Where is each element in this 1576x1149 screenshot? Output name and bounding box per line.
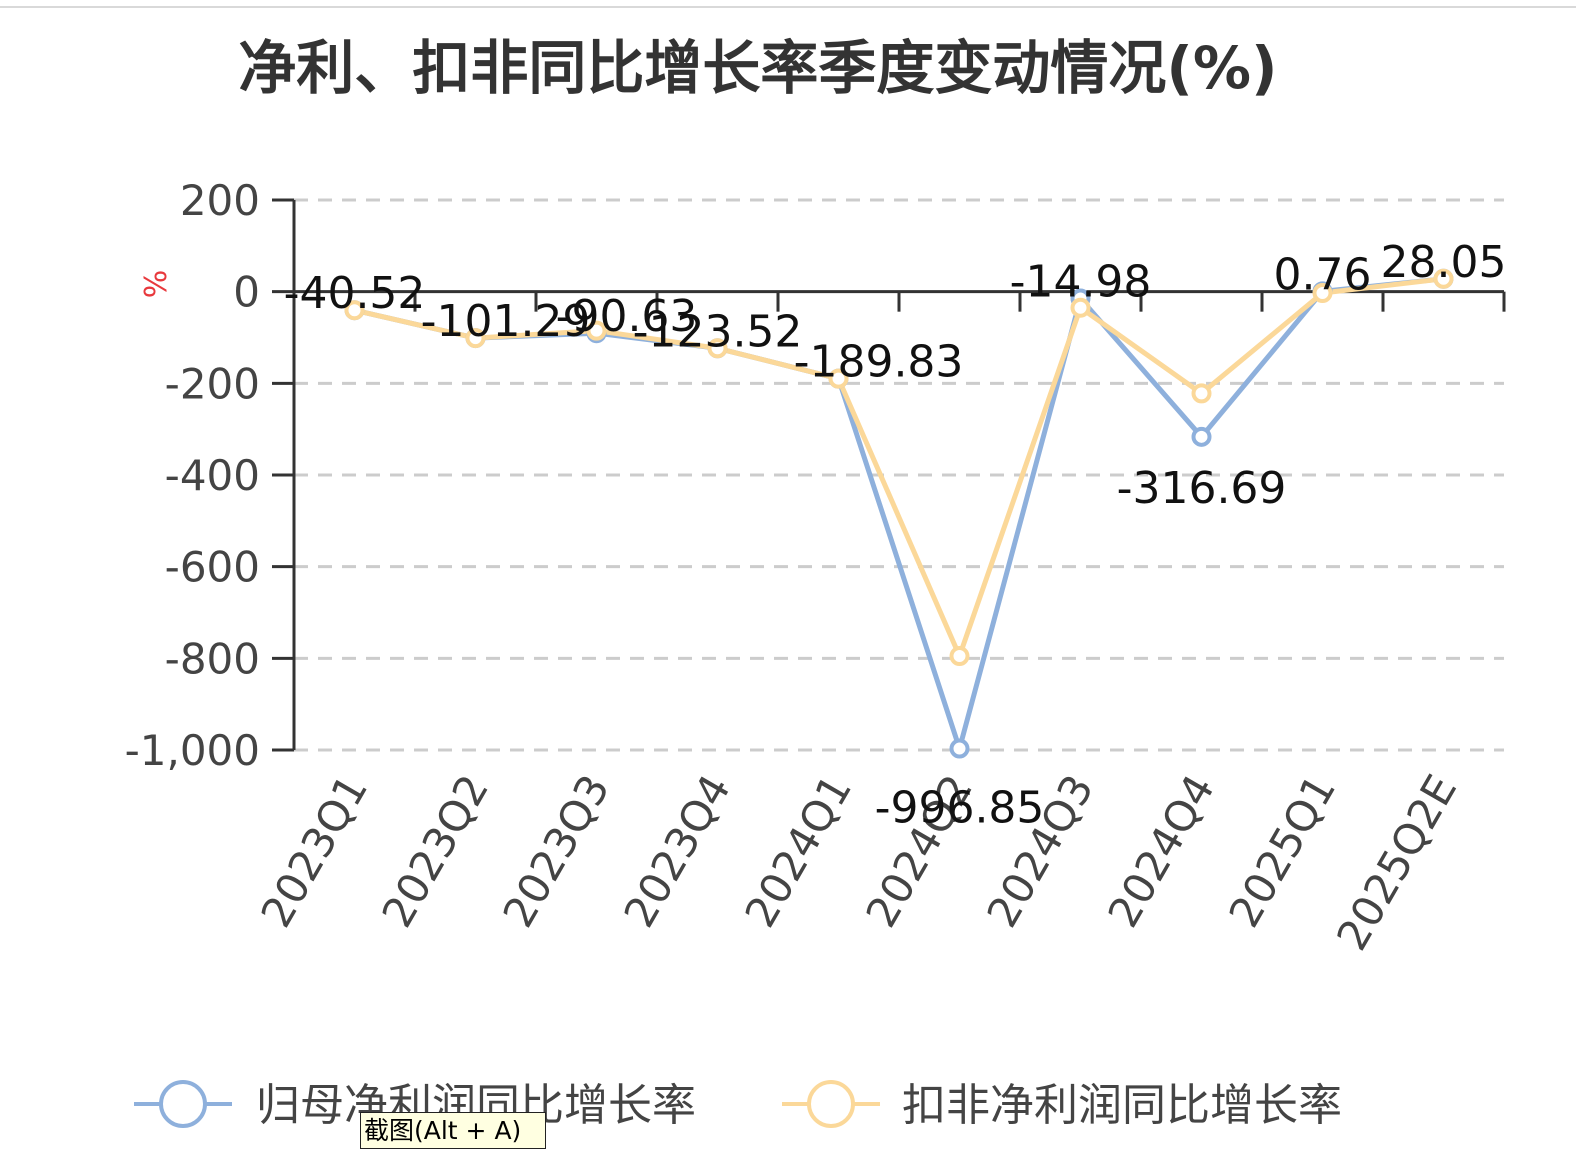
legend-marker-1 (159, 1080, 207, 1128)
y-tick-label: -400 (165, 451, 260, 500)
x-tick-label: 2025Q2E (1327, 767, 1466, 959)
y-tick-label: -200 (165, 359, 260, 408)
data-label: -14.98 (1010, 257, 1152, 308)
series-2-point (1312, 283, 1333, 304)
series-2-point (586, 320, 607, 341)
y-tick-label: 200 (180, 176, 260, 225)
series-2-point (465, 328, 486, 349)
data-label: -101.29 (421, 296, 591, 347)
x-tick-label: 2025Q1 (1219, 767, 1345, 936)
series-2-point (1433, 268, 1454, 289)
y-tick-label: -800 (165, 634, 260, 683)
y-tick-label: -600 (165, 543, 260, 592)
x-tick-label: 2023Q1 (251, 767, 377, 936)
data-label: 28.05 (1381, 237, 1507, 288)
series-2-point (344, 300, 365, 321)
data-label: -996.85 (875, 783, 1045, 834)
data-label: -40.52 (284, 268, 426, 319)
chart-title: 净利、扣非同比增长率季度变动情况(%) (238, 34, 1277, 102)
series-lines (344, 268, 1454, 759)
series-1-point (949, 738, 970, 759)
y-tick-label: 0 (233, 268, 260, 317)
series-2-point (828, 368, 849, 389)
series-2-point (949, 646, 970, 667)
data-label: -90.63 (556, 291, 698, 342)
screenshot-tooltip: 截图(Alt + A) (360, 1112, 546, 1149)
series-2-point (1191, 383, 1212, 404)
series-1-point (1191, 426, 1212, 447)
legend-label-2: 扣非净利润同比增长率 (902, 1080, 1342, 1131)
y-axis-label: % (139, 270, 174, 299)
x-tick-label: 2023Q4 (614, 767, 740, 936)
data-label: -123.52 (633, 306, 803, 357)
series-2-point (707, 338, 728, 359)
top-divider (0, 6, 1576, 8)
legend: 归母净利润同比增长率 扣非净利润同比增长率 (134, 1080, 1342, 1131)
x-tick-label: 2023Q2 (372, 767, 498, 936)
data-label: 0.76 (1274, 249, 1372, 300)
x-tick-label: 2023Q3 (493, 767, 619, 936)
grid-lines (294, 198, 1504, 752)
series-line-2 (353, 276, 1444, 659)
data-labels: -40.52-101.29-90.63-123.52-189.83 -996.85… (284, 237, 1507, 834)
series-2-point (1070, 297, 1091, 318)
x-tick-label: 2024Q1 (735, 767, 861, 936)
data-label: -189.83 (794, 337, 964, 388)
y-tick-label: -1,000 (125, 726, 260, 775)
data-label: -316.69 (1117, 463, 1287, 514)
legend-marker-2 (807, 1080, 855, 1128)
x-tick-label: 2024Q4 (1098, 767, 1224, 936)
